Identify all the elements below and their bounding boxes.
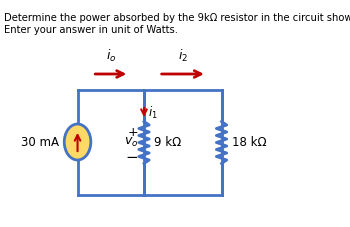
Text: $i_1$: $i_1$ [148, 105, 158, 121]
Text: 9 kΩ: 9 kΩ [154, 136, 182, 148]
Text: $v_o$: $v_o$ [124, 136, 138, 148]
Text: $i_o$: $i_o$ [106, 48, 116, 64]
Text: +: + [127, 126, 138, 138]
Text: Determine the power absorbed by the 9kΩ resistor in the circuit shown.: Determine the power absorbed by the 9kΩ … [5, 13, 350, 23]
Circle shape [64, 124, 91, 160]
Text: 18 kΩ: 18 kΩ [232, 136, 266, 148]
Text: $i_2$: $i_2$ [178, 48, 188, 64]
Text: Enter your answer in unit of Watts.: Enter your answer in unit of Watts. [5, 25, 178, 35]
Text: −: − [125, 151, 138, 165]
Text: 30 mA: 30 mA [21, 136, 59, 148]
